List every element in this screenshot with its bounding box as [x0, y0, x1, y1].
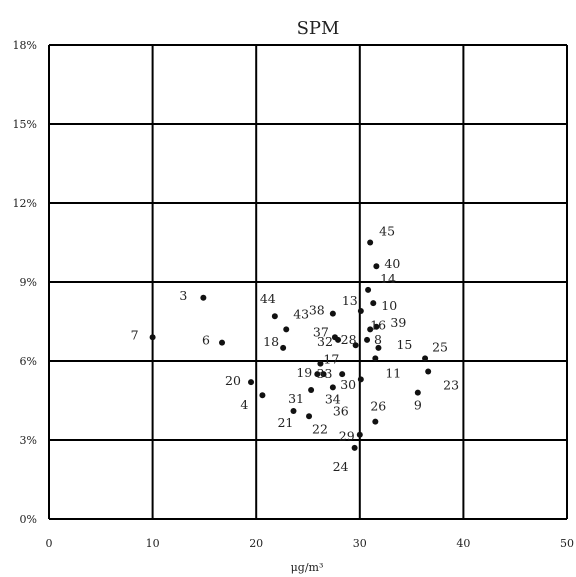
x-tick-label: 0	[46, 537, 53, 550]
point-label: 26	[370, 399, 386, 414]
data-point	[372, 418, 379, 425]
data-point	[367, 326, 374, 333]
data-point	[306, 413, 313, 420]
point-label: 15	[396, 337, 412, 352]
point-label: 9	[414, 398, 422, 413]
point-label: 32	[317, 334, 333, 349]
point-label: 17	[323, 352, 339, 367]
point-label: 38	[309, 303, 325, 318]
point-label: 31	[288, 391, 304, 406]
y-tick-label: 3%	[20, 434, 37, 447]
point-label: 43	[293, 306, 309, 321]
data-point	[149, 334, 156, 341]
data-points	[149, 239, 432, 451]
point-label: 21	[277, 415, 293, 430]
data-point	[365, 286, 372, 293]
point-label: 40	[384, 256, 400, 271]
point-label: 19	[296, 365, 312, 380]
data-point	[370, 300, 377, 307]
point-label: 25	[432, 339, 448, 354]
x-tick-label: 50	[560, 537, 574, 550]
data-point	[352, 342, 359, 349]
data-point	[331, 334, 338, 341]
x-tick-label: 40	[456, 537, 470, 550]
x-axis-label: μg/m³	[291, 561, 324, 574]
data-point	[373, 263, 380, 270]
point-label: 8	[374, 332, 382, 347]
data-point	[290, 408, 297, 415]
y-tick-label: 15%	[13, 118, 37, 131]
point-label: 14	[380, 271, 396, 286]
data-point	[259, 392, 266, 399]
data-point	[329, 384, 336, 391]
point-label: 30	[340, 377, 356, 392]
point-label: 37	[313, 324, 329, 339]
point-label: 45	[379, 224, 395, 239]
y-tick-label: 18%	[13, 39, 37, 52]
point-label: 6	[202, 333, 210, 348]
x-tick-label: 10	[146, 537, 160, 550]
point-label: 34	[325, 391, 341, 406]
data-point	[367, 239, 374, 246]
point-label: 16	[370, 317, 386, 332]
data-point	[317, 360, 324, 367]
y-tick-label: 0%	[20, 513, 37, 526]
y-tick-labels: 0% 3% 6% 9% 12% 15% 18%	[13, 39, 37, 526]
point-label: 28	[341, 332, 357, 347]
data-point	[351, 444, 358, 451]
data-point	[364, 336, 371, 343]
point-label: 36	[333, 403, 349, 418]
data-point	[372, 355, 379, 362]
data-point	[356, 431, 363, 438]
data-point	[283, 326, 290, 333]
data-point	[422, 355, 429, 362]
y-tick-label: 9%	[20, 276, 37, 289]
x-tick-label: 30	[353, 537, 367, 550]
point-label: 24	[333, 459, 349, 474]
grid-lines	[48, 44, 568, 520]
data-point	[320, 371, 327, 378]
point-label: 44	[260, 291, 276, 306]
data-point	[280, 344, 287, 351]
point-label: 13	[342, 293, 358, 308]
point-label: 23	[443, 378, 459, 393]
data-point	[314, 371, 321, 378]
chart-title: SPM	[297, 18, 340, 39]
data-point	[339, 371, 346, 378]
point-label: 4	[240, 397, 248, 412]
data-point	[271, 313, 278, 320]
point-label: 11	[385, 365, 401, 380]
data-point	[425, 368, 432, 375]
data-point	[248, 379, 255, 386]
data-point	[308, 386, 315, 393]
point-label: 3	[179, 288, 187, 303]
point-label: 33	[317, 366, 333, 381]
x-tick-label: 20	[249, 537, 263, 550]
data-point	[329, 310, 336, 317]
y-tick-label: 6%	[20, 355, 37, 368]
data-point	[219, 339, 226, 346]
data-point	[200, 294, 207, 301]
point-label: 29	[339, 429, 355, 444]
point-label: 10	[381, 298, 397, 313]
data-point	[357, 307, 364, 314]
point-label: 7	[131, 327, 139, 342]
data-point	[373, 323, 380, 330]
y-tick-label: 12%	[13, 197, 37, 210]
x-tick-labels: 0 10 20 30 40 50	[46, 537, 575, 550]
point-label: 39	[390, 315, 406, 330]
point-label: 18	[263, 334, 279, 349]
point-label: 22	[312, 421, 328, 436]
data-point	[375, 344, 382, 351]
data-point	[414, 389, 421, 396]
point-label: 20	[225, 373, 241, 388]
data-point	[357, 376, 364, 383]
